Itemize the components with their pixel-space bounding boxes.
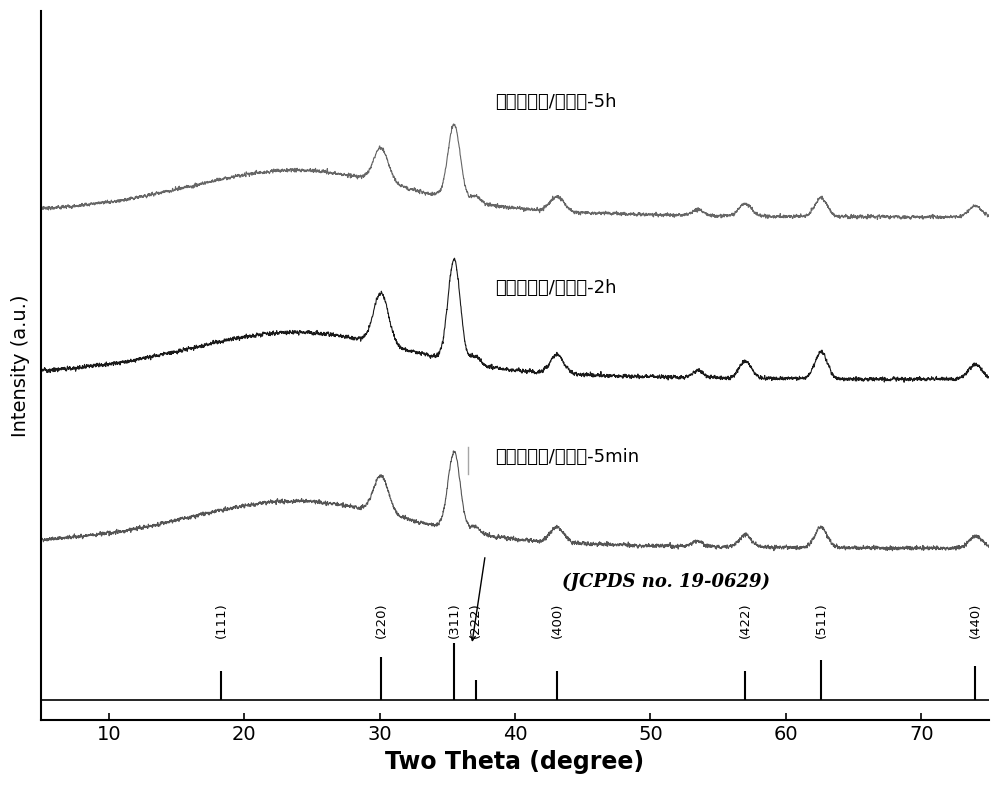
Text: (511): (511) — [815, 602, 828, 638]
Text: (400): (400) — [551, 603, 564, 638]
Y-axis label: Intensity (a.u.): Intensity (a.u.) — [11, 294, 30, 437]
Text: (422): (422) — [739, 602, 752, 638]
Text: (440): (440) — [969, 603, 982, 638]
Text: (222): (222) — [469, 602, 482, 638]
Text: (JCPDS no. 19-0629): (JCPDS no. 19-0629) — [562, 573, 770, 591]
Text: (311): (311) — [448, 602, 461, 638]
Text: (220): (220) — [375, 602, 388, 638]
Text: 四氧化三铁/石墨烯-2h: 四氧化三铁/石墨烯-2h — [495, 279, 616, 297]
X-axis label: Two Theta (degree): Two Theta (degree) — [385, 750, 645, 774]
Text: (111): (111) — [215, 602, 228, 638]
Text: 四氧化三铁/石墨烯-5min: 四氧化三铁/石墨烯-5min — [495, 448, 639, 466]
Text: 四氧化三铁/石墨烯-5h: 四氧化三铁/石墨烯-5h — [495, 93, 616, 111]
